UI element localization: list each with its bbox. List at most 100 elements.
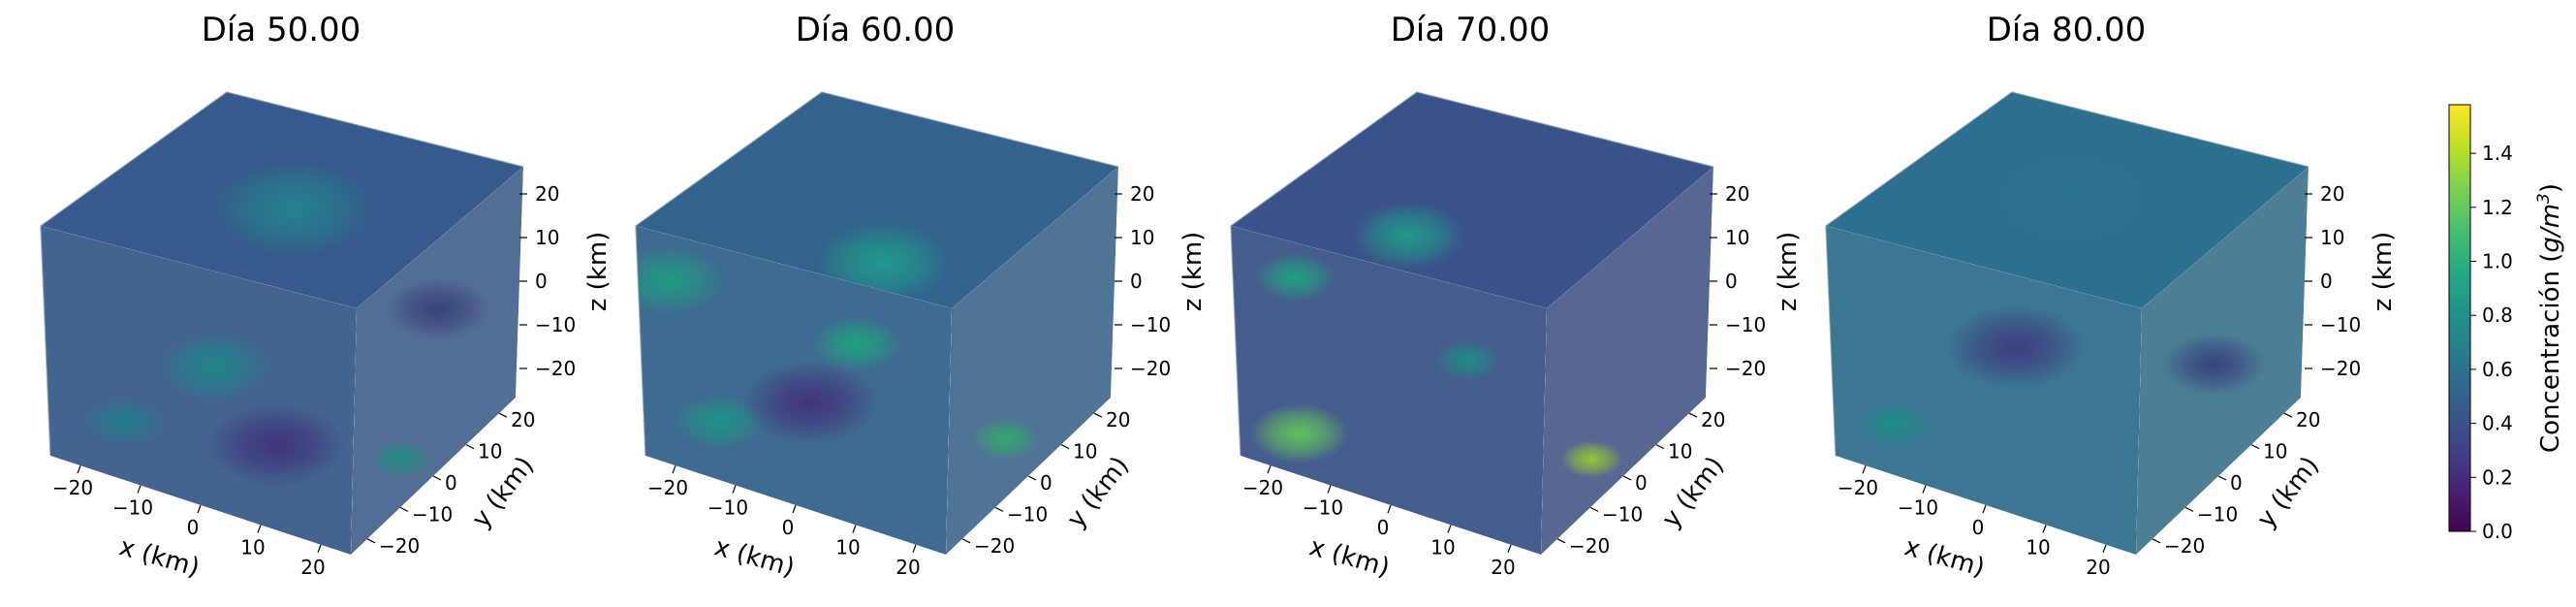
z-tick-label: −10 xyxy=(1725,313,1766,336)
x-tick-label: 0 xyxy=(1972,516,1985,539)
concentration-hotspot xyxy=(213,161,374,258)
y-tick xyxy=(1027,475,1037,481)
z-tick-label: 0 xyxy=(535,270,548,293)
y-tick xyxy=(2250,444,2260,450)
y-tick-label: −20 xyxy=(974,534,1015,558)
colorbar-tick-label: 0.0 xyxy=(2482,520,2513,543)
x-tick-label: −10 xyxy=(1898,496,1938,520)
concentration-hotspot xyxy=(636,245,727,315)
cube-face-front xyxy=(1231,226,1547,555)
x-tick xyxy=(1862,464,1867,474)
x-tick xyxy=(317,544,322,554)
y-tick xyxy=(366,538,376,544)
x-tick xyxy=(1507,544,1512,554)
x-tick-label: 10 xyxy=(835,535,860,559)
z-axis: 20 10 0 −10 −20 z (km) xyxy=(519,182,613,380)
z-tick-label: 20 xyxy=(2320,182,2344,206)
panel-3: Día 70.00 −20 −10 0 10 20 x (km) −20 −10 0 10 20 y (… xyxy=(1230,11,1803,583)
y-tick-label: 10 xyxy=(1668,440,1692,463)
concentration-hotspot xyxy=(1560,440,1623,478)
z-axis: 20 10 0 −10 −20 z (km) xyxy=(1115,182,1208,380)
colorbar-tick-label: 1.2 xyxy=(2482,196,2513,219)
z-tick-label: 20 xyxy=(1725,182,1749,206)
colorbar-tick-label: 1.4 xyxy=(2482,142,2513,165)
panel-title: Día 60.00 xyxy=(796,11,956,49)
x-tick xyxy=(2042,525,2047,533)
concentration-hotspot xyxy=(1857,401,1932,447)
cube-face-front xyxy=(1826,226,2142,555)
z-tick-label: 10 xyxy=(1725,226,1749,249)
z-axis: 20 10 0 −10 −20 z (km) xyxy=(2305,182,2398,380)
y-tick xyxy=(2184,506,2194,512)
x-tick-label: −20 xyxy=(1242,476,1283,499)
x-tick xyxy=(2102,544,2107,554)
x-tick-label: 10 xyxy=(1430,535,1455,559)
x-tick-label: 0 xyxy=(187,516,200,539)
cube-face-top xyxy=(1826,92,2309,308)
y-tick-label: −20 xyxy=(379,534,420,558)
x-tick-label: −10 xyxy=(112,496,153,520)
y-tick xyxy=(2152,538,2161,544)
x-tick xyxy=(732,485,737,494)
z-axis-label: z (km) xyxy=(1178,232,1208,312)
x-tick xyxy=(77,464,81,474)
colorbar-label: Concentración (g/m3) xyxy=(2534,183,2565,453)
z-axis-label: z (km) xyxy=(583,232,613,312)
colorbar-tick-label: 0.2 xyxy=(2482,465,2513,489)
y-axis-label: y (km) xyxy=(466,452,540,534)
concentration-hotspot xyxy=(157,332,272,401)
cube-face-top xyxy=(41,92,523,308)
x-tick xyxy=(1267,464,1272,474)
y-tick-label: 20 xyxy=(511,408,535,431)
concentration-hotspot xyxy=(970,418,1040,461)
concentration-hotspot xyxy=(673,394,766,450)
y-tick xyxy=(399,506,409,512)
z-tick-label: −20 xyxy=(1725,357,1766,380)
z-tick-label: 0 xyxy=(1130,270,1143,293)
panel-title: Día 80.00 xyxy=(1987,11,2147,49)
concentration-hotspot xyxy=(810,316,903,372)
cube-face-side xyxy=(2136,167,2309,555)
concentration-hotspot xyxy=(1968,136,2176,261)
y-tick-label: −10 xyxy=(1602,502,1643,526)
concentration-hotspot xyxy=(370,440,433,478)
concentration-hotspot xyxy=(741,361,879,444)
concentration-hotspot xyxy=(1253,252,1336,303)
z-tick-label: 0 xyxy=(2320,270,2333,293)
z-tick-label: −20 xyxy=(2320,357,2361,380)
x-tick-label: 20 xyxy=(1491,556,1515,579)
y-tick xyxy=(1060,444,1070,450)
cube-face-side xyxy=(351,167,523,555)
x-axis-label: x (km) xyxy=(711,532,798,583)
z-tick-label: 10 xyxy=(2320,226,2344,249)
concentration-hotspot xyxy=(2161,333,2266,396)
y-tick xyxy=(2283,412,2293,418)
x-tick-label: 10 xyxy=(2026,535,2050,559)
y-axis-label: y (km) xyxy=(2251,452,2325,534)
concentration-hotspot xyxy=(82,397,166,447)
y-tick xyxy=(498,412,508,418)
x-tick xyxy=(1922,485,1927,494)
cube-face-top xyxy=(1231,92,1713,308)
y-tick xyxy=(1622,475,1632,481)
y-tick-label: 20 xyxy=(2296,408,2320,431)
x-tick xyxy=(852,525,857,533)
z-tick-label: 20 xyxy=(1130,182,1154,206)
x-tick xyxy=(137,485,141,494)
y-tick xyxy=(2217,475,2227,481)
y-tick-label: 10 xyxy=(478,440,502,463)
y-tick-label: −20 xyxy=(2164,534,2205,558)
z-tick-label: −10 xyxy=(535,313,576,336)
x-tick xyxy=(1327,485,1332,494)
x-tick-label: −20 xyxy=(1838,476,1878,499)
concentration-hotspot xyxy=(1432,339,1502,381)
y-tick-label: −10 xyxy=(1007,502,1048,526)
y-tick xyxy=(994,506,1004,512)
cube-face-front xyxy=(41,226,357,555)
y-axis-label: y (km) xyxy=(1656,452,1730,534)
cube-face-side xyxy=(1541,167,1713,555)
x-tick-label: −20 xyxy=(52,476,93,499)
x-tick-label: 20 xyxy=(895,556,920,579)
concentration-hotspot xyxy=(1248,402,1350,464)
